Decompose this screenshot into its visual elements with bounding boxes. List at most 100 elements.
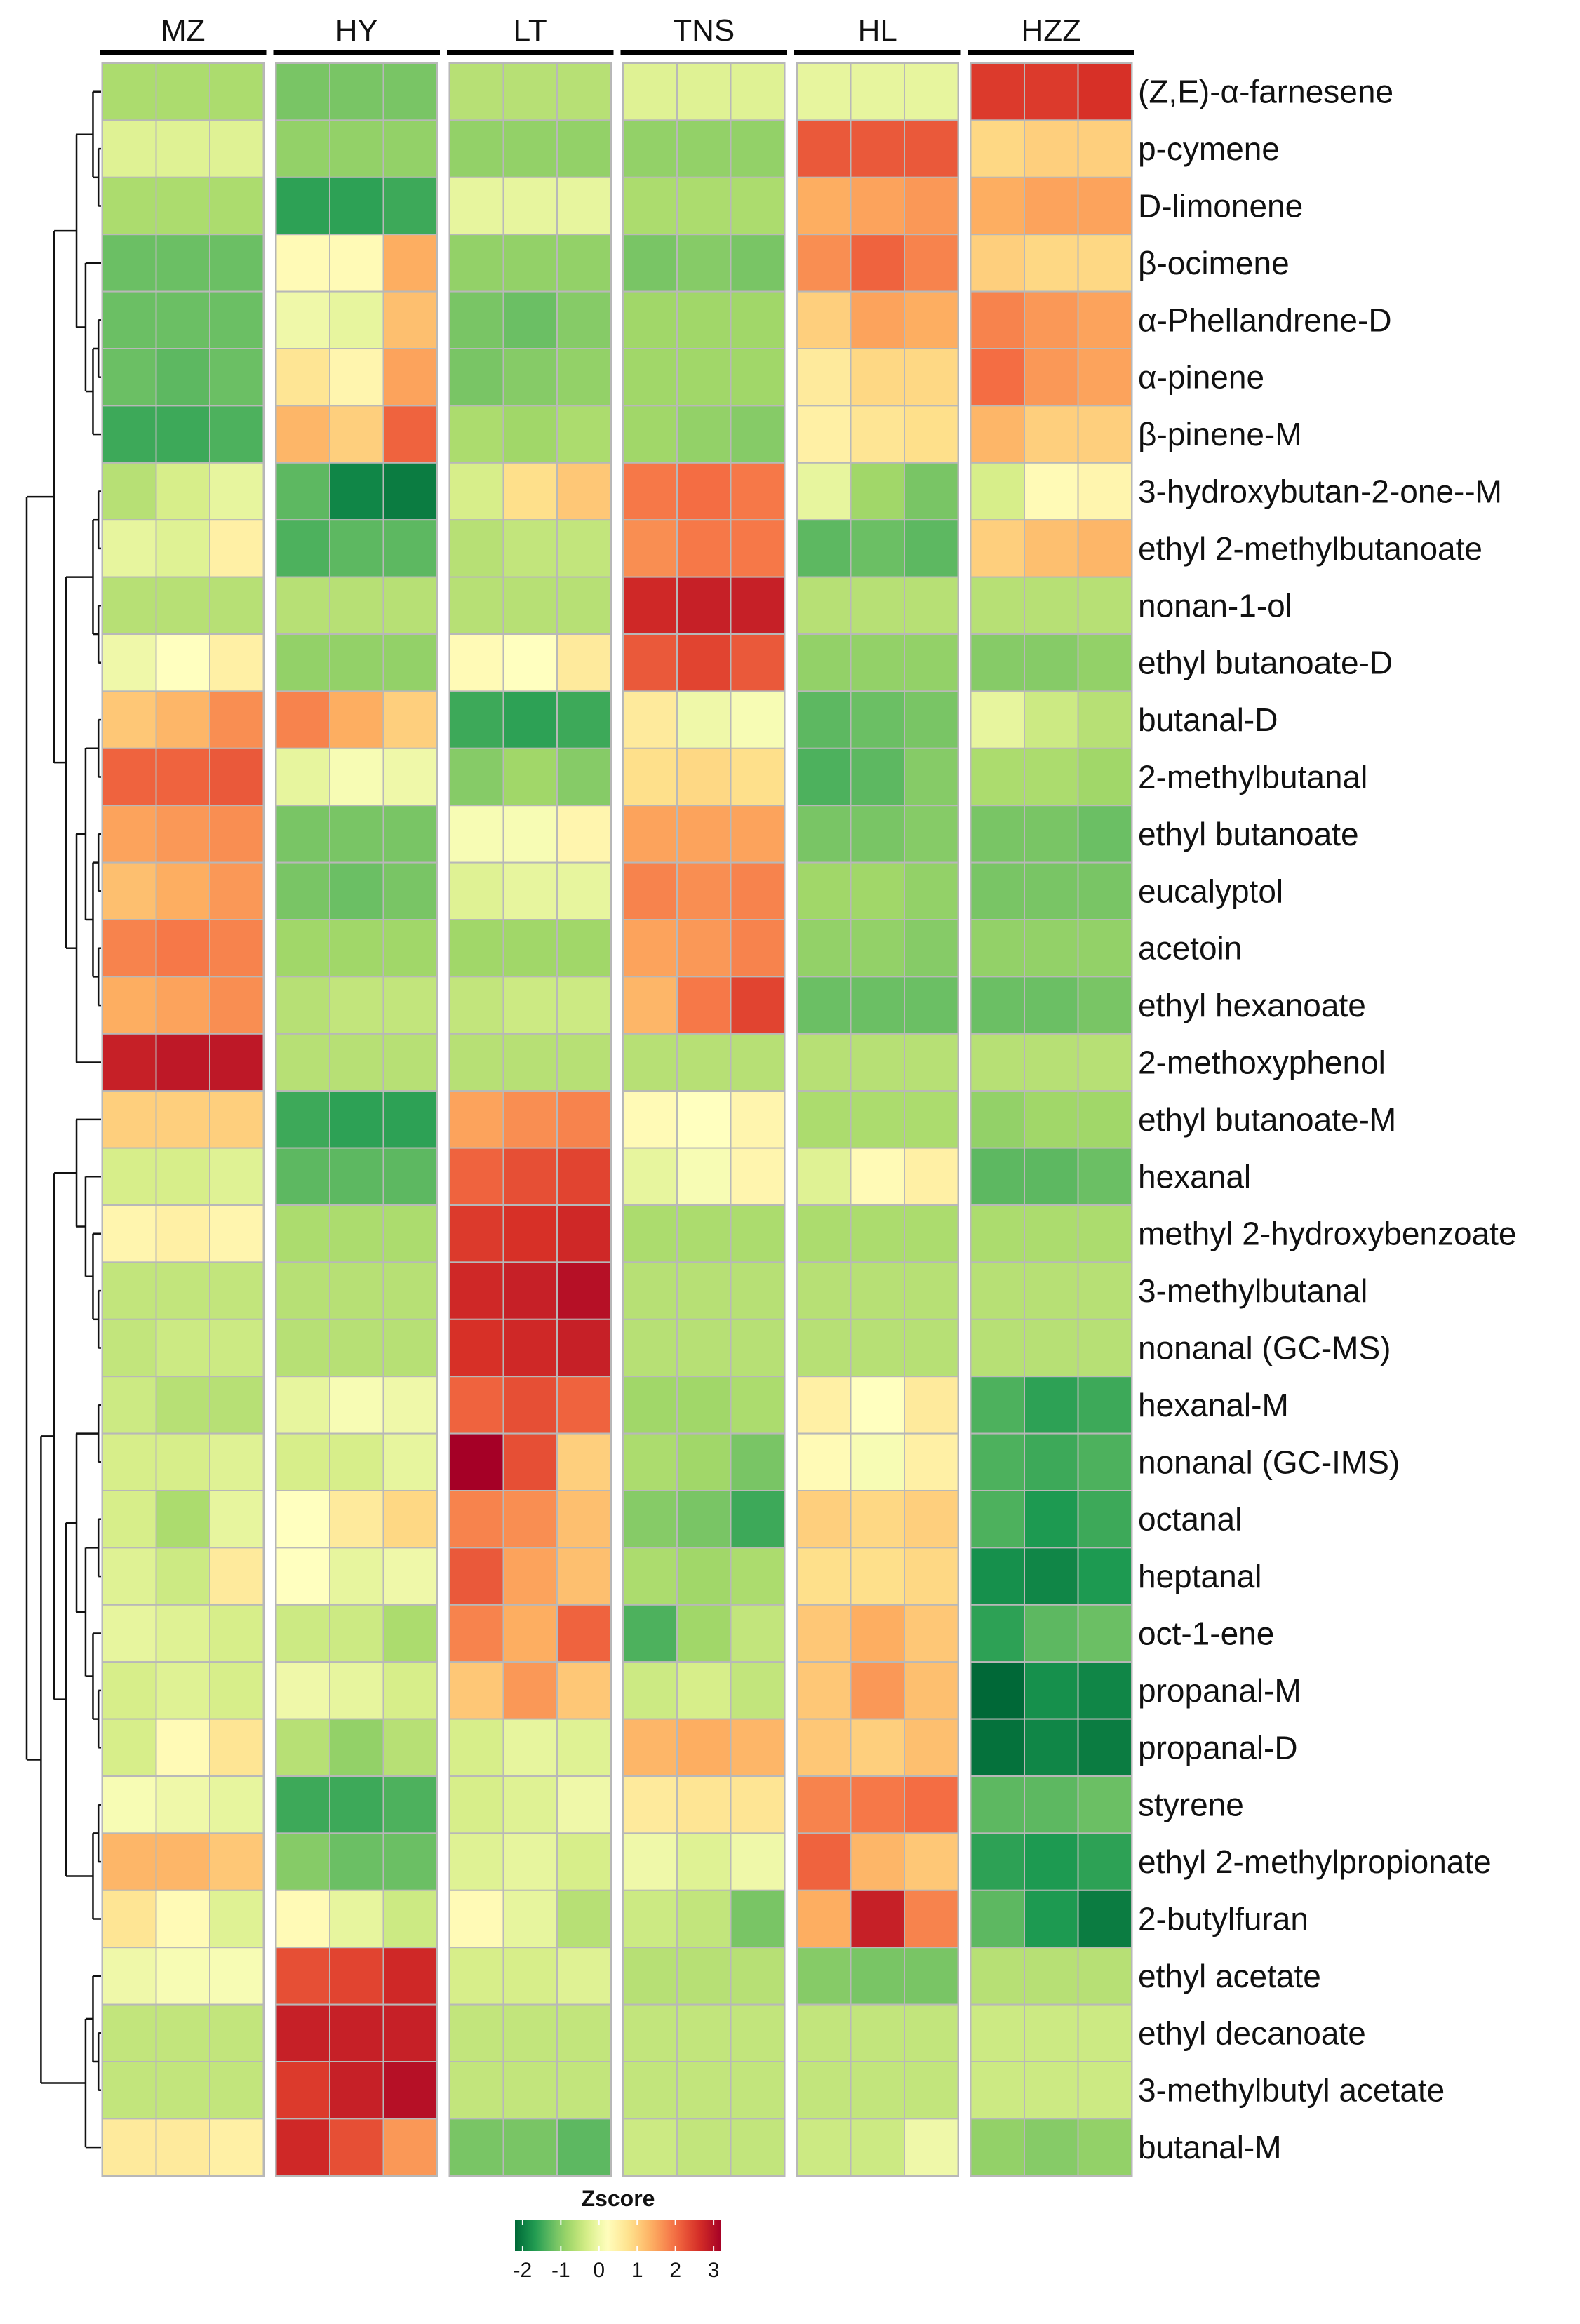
heatmap-cell — [449, 919, 504, 978]
heatmap-cell — [502, 690, 558, 749]
heatmap-cell — [730, 1090, 785, 1149]
heatmap-cell — [796, 62, 852, 121]
heatmap-cell — [970, 2003, 1025, 2063]
heatmap-cell — [102, 119, 157, 178]
heatmap-cell — [556, 119, 612, 178]
heatmap-cell — [155, 1889, 210, 1949]
heatmap-cell — [1077, 690, 1132, 749]
heatmap-cell — [622, 690, 678, 749]
heatmap-cell — [904, 1775, 959, 1834]
heatmap-cell — [622, 1832, 678, 1891]
heatmap-cell — [730, 1261, 785, 1320]
heatmap-cell — [502, 633, 558, 692]
heatmap-cell — [556, 690, 612, 749]
heatmap-cell — [155, 1090, 210, 1149]
heatmap-cell — [1024, 2118, 1079, 2177]
group-label: HZZ — [1021, 13, 1081, 48]
heatmap-cell — [102, 576, 157, 635]
heatmap-cell — [796, 1947, 852, 2006]
heatmap-cell — [102, 176, 157, 236]
heatmap-cell — [502, 1033, 558, 1092]
heatmap-cells — [101, 62, 1133, 2177]
heatmap-cell — [502, 405, 558, 464]
heatmap-cell — [676, 1604, 732, 1663]
heatmap-cell — [382, 1261, 438, 1320]
heatmap-cell — [1077, 234, 1132, 293]
heatmap-cell — [904, 290, 959, 350]
heatmap-cell — [275, 1661, 330, 1720]
heatmap-cell — [1024, 2061, 1079, 2120]
heatmap-cell — [382, 1490, 438, 1549]
heatmap-cell — [796, 1661, 852, 1720]
heatmap-cell — [622, 1947, 678, 2006]
heatmap-cell — [382, 2003, 438, 2063]
heatmap-cell — [209, 290, 265, 350]
heatmap-cell — [904, 633, 959, 692]
heatmap-cell — [970, 1261, 1025, 1320]
heatmap-cell — [970, 690, 1025, 749]
heatmap-cell — [449, 405, 504, 464]
heatmap-cell — [382, 62, 438, 121]
heatmap-cell — [329, 1147, 384, 1206]
heatmap-cell — [556, 861, 612, 920]
heatmap-cell — [850, 1147, 905, 1206]
heatmap-cell — [850, 805, 905, 864]
heatmap-cell — [850, 976, 905, 1035]
heatmap-cell — [102, 1661, 157, 1720]
heatmap-cell — [1077, 1661, 1132, 1720]
heatmap-cell — [676, 690, 732, 749]
heatmap-cell — [904, 2118, 959, 2177]
heatmap-cell — [676, 576, 732, 635]
heatmap-cell — [970, 1604, 1025, 1663]
heatmap-cell — [796, 2061, 852, 2120]
heatmap-cell — [102, 747, 157, 807]
heatmap-cell — [850, 1432, 905, 1491]
heatmap-cell — [676, 1889, 732, 1949]
heatmap-cell — [796, 290, 852, 350]
heatmap-cell — [730, 1661, 785, 1720]
heatmap-cell — [382, 633, 438, 692]
heatmap-cell — [209, 633, 265, 692]
heatmap-cell — [155, 119, 210, 178]
heatmap-cell — [102, 1204, 157, 1263]
heatmap-cell — [209, 1432, 265, 1491]
heatmap-cell — [622, 576, 678, 635]
heatmap-cell — [449, 576, 504, 635]
heatmap-cell — [904, 1661, 959, 1720]
heatmap-cell — [209, 405, 265, 464]
legend-tick-label: 0 — [593, 2259, 605, 2282]
heatmap-cell — [676, 1033, 732, 1092]
heatmap-cell — [329, 1090, 384, 1149]
heatmap-cell — [329, 1832, 384, 1891]
heatmap-cell — [102, 976, 157, 1035]
heatmap-cell — [502, 234, 558, 293]
heatmap-cell — [329, 576, 384, 635]
heatmap-cell — [730, 1889, 785, 1949]
heatmap-cell — [1077, 290, 1132, 350]
heatmap-cell — [275, 1204, 330, 1263]
row-label: methyl 2-hydroxybenzoate — [1138, 1216, 1517, 1252]
heatmap-cell — [730, 1033, 785, 1092]
row-label: propanal-M — [1138, 1672, 1301, 1709]
heatmap-cell — [1024, 348, 1079, 407]
heatmap-cell — [329, 1947, 384, 2006]
heatmap-cell — [850, 1033, 905, 1092]
heatmap-cell — [209, 2061, 265, 2120]
heatmap-cell — [850, 2003, 905, 2063]
heatmap-cell — [155, 1832, 210, 1891]
heatmap-cell — [904, 2061, 959, 2120]
heatmap-cell — [730, 633, 785, 692]
heatmap-cell — [155, 747, 210, 807]
heatmap-cell — [102, 1261, 157, 1320]
heatmap-cell — [449, 1204, 504, 1263]
heatmap-cell — [155, 1033, 210, 1092]
heatmap-cell — [796, 1490, 852, 1549]
heatmap-cell — [382, 1604, 438, 1663]
heatmap-cell — [1024, 1261, 1079, 1320]
heatmap-cell — [622, 2118, 678, 2177]
heatmap-cell — [676, 2118, 732, 2177]
heatmap-cell — [904, 1547, 959, 1606]
heatmap-cell — [970, 1661, 1025, 1720]
heatmap-cell — [904, 462, 959, 521]
heatmap-cell — [102, 62, 157, 121]
